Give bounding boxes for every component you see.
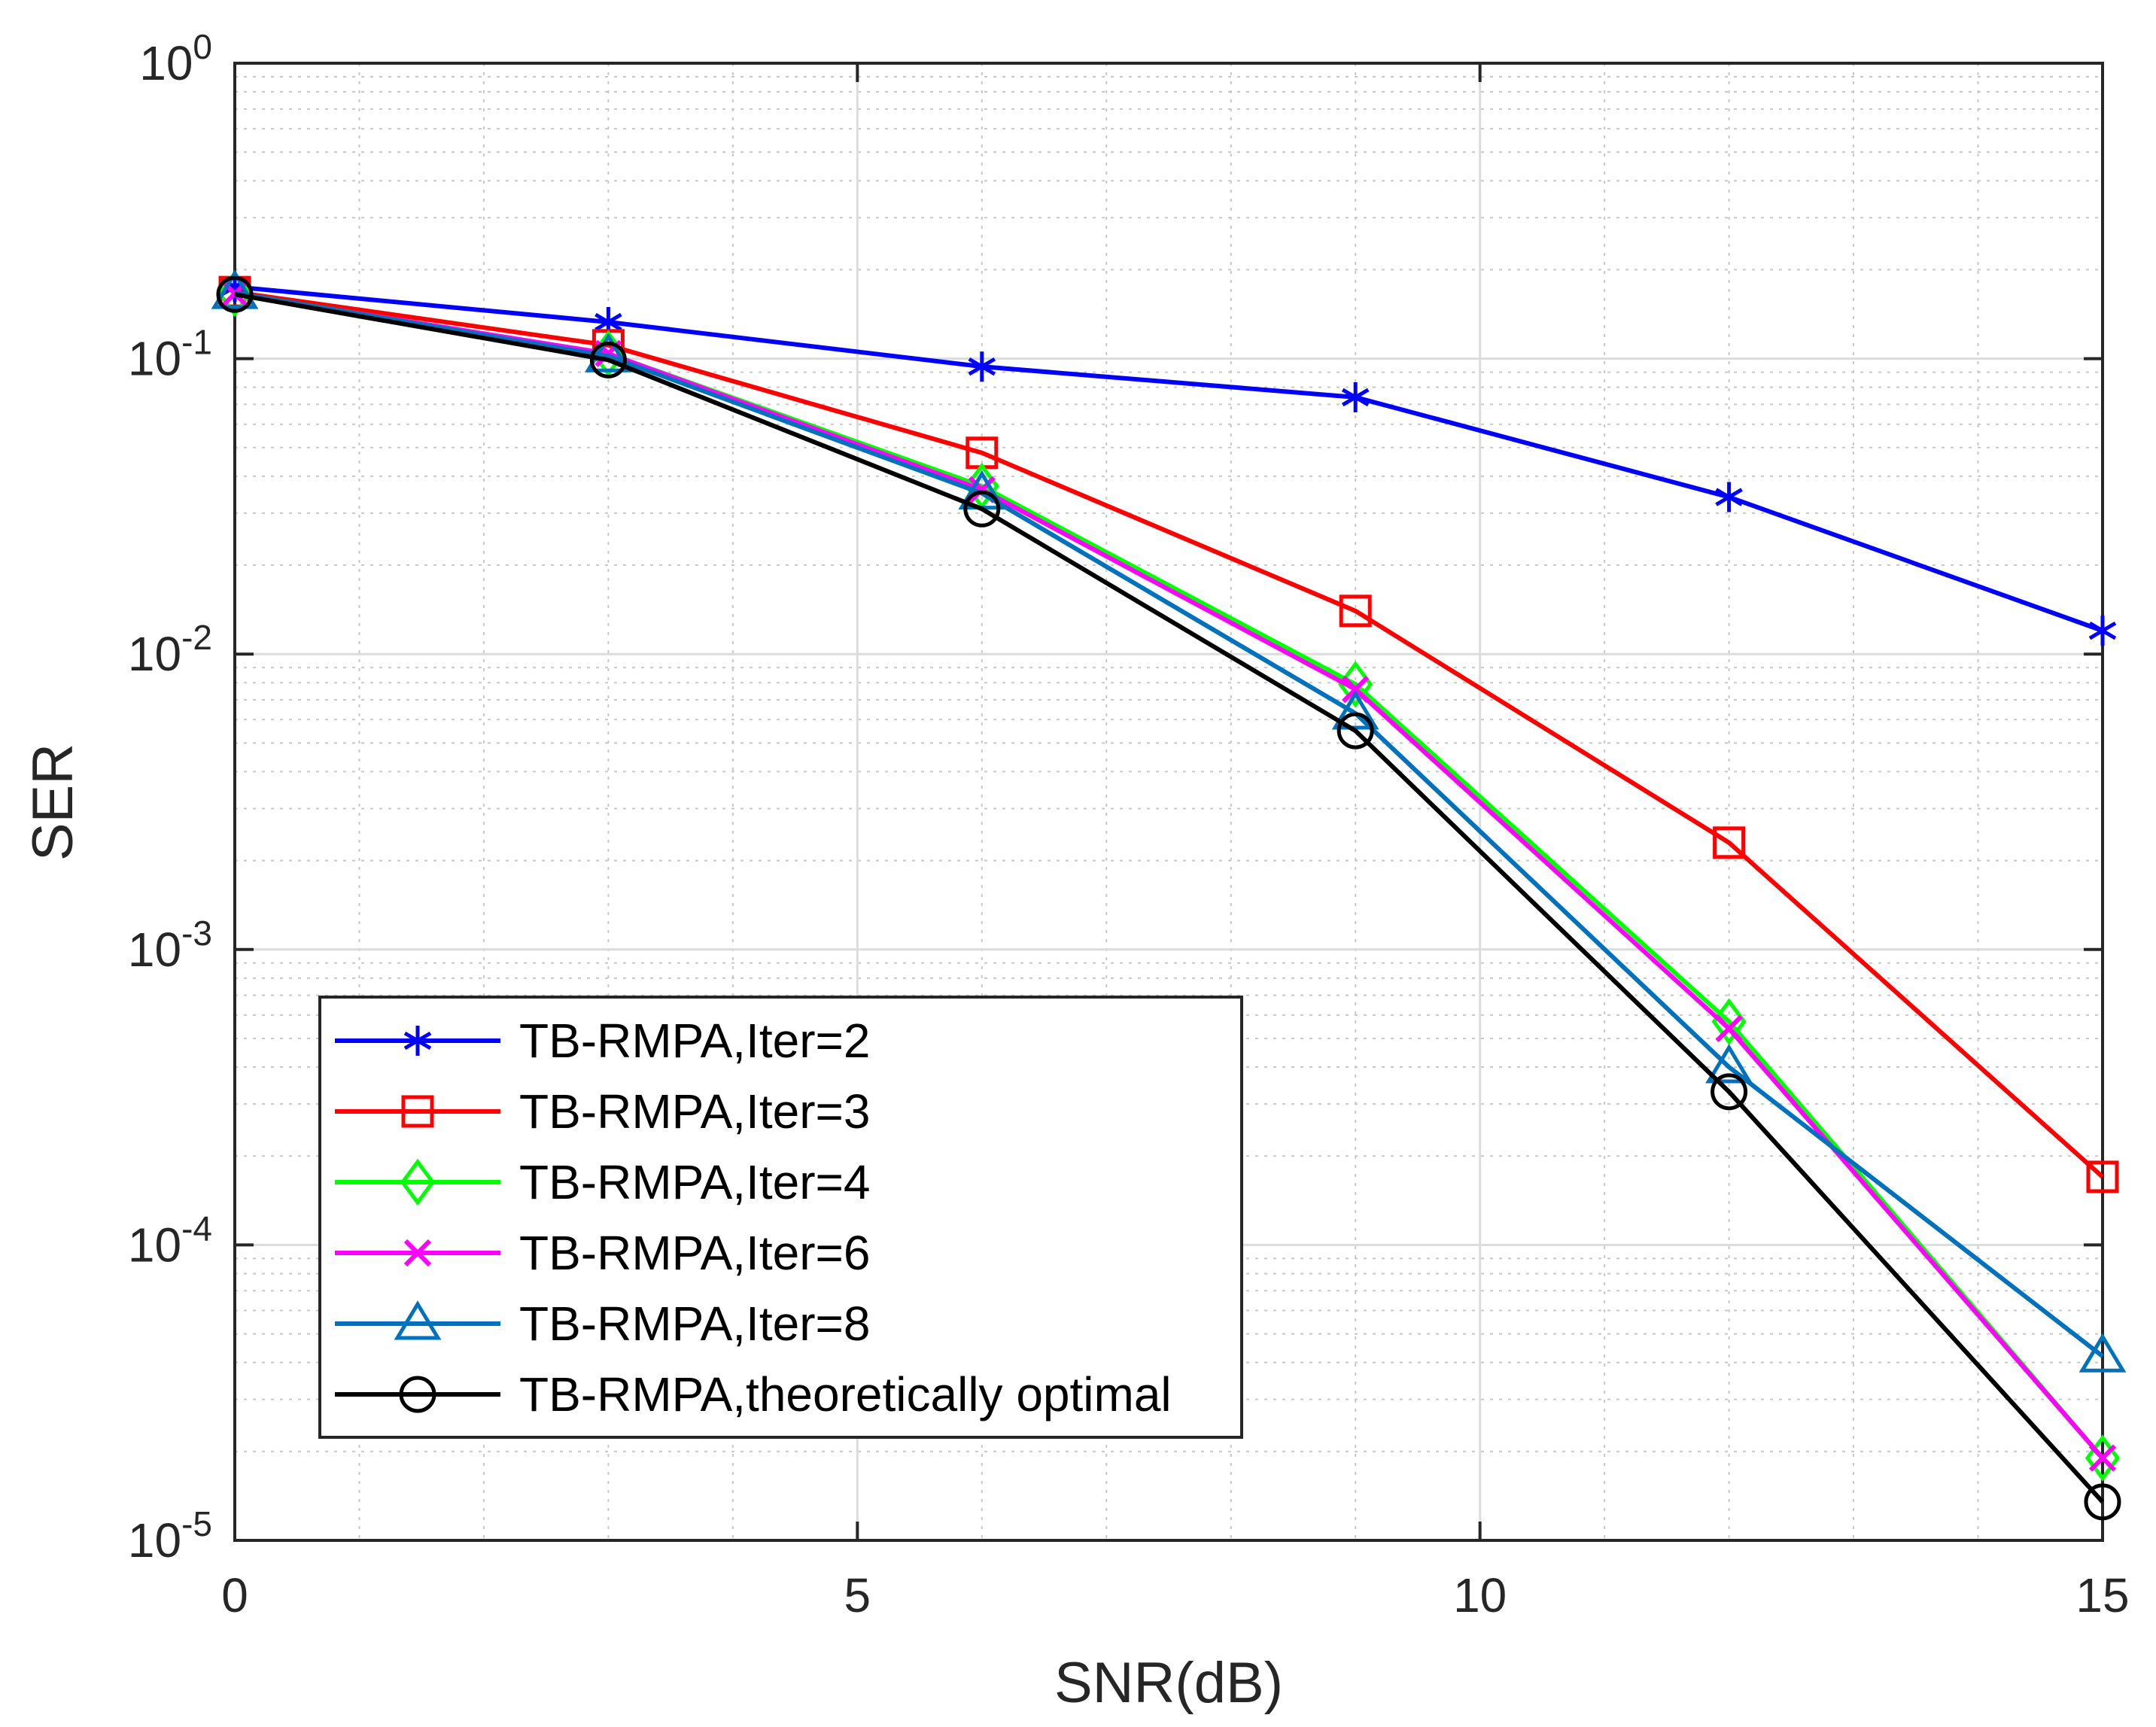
- series-line: [234, 292, 2105, 1504]
- legend-marker: [403, 1239, 432, 1267]
- data-point-triangle: [1331, 690, 1379, 730]
- data-point-triangle: [584, 333, 632, 372]
- data-point-triangle: [2078, 1333, 2127, 1373]
- legend-label: TB-RMPA,Iter=3: [519, 1084, 870, 1139]
- data-point-circle: [216, 275, 254, 313]
- data-point-triangle: [211, 269, 259, 309]
- data-point-asterisk: [1715, 482, 1743, 512]
- legend-marker: [399, 1376, 436, 1413]
- legend-label: TB-RMPA,Iter=8: [519, 1297, 870, 1351]
- legend-label: TB-RMPA,Iter=6: [519, 1226, 870, 1280]
- legend-box: [318, 996, 1243, 1439]
- data-point-asterisk: [1341, 382, 1370, 412]
- series-layer: [211, 269, 2127, 1521]
- data-point-circle: [963, 490, 1001, 528]
- legend-entry: TB-RMPA,Iter=2: [335, 1014, 870, 1068]
- legend-entry: TB-RMPA,Iter=6: [335, 1226, 870, 1280]
- data-point-diamond: [1711, 998, 1747, 1045]
- legend-entry: TB-RMPA,Iter=4: [335, 1155, 870, 1209]
- data-point-square: [2086, 1160, 2119, 1193]
- series-0: [220, 272, 2117, 646]
- data-point-circle: [1336, 712, 1374, 749]
- y-tick-labels: 100 10-1 10-2 10-3 10-4 10-5: [128, 27, 212, 1567]
- legend-marker: [401, 1095, 434, 1128]
- plot-area-frame: [233, 62, 2104, 1542]
- x-tick-label: 15: [2075, 1568, 2129, 1622]
- x-tick-label: 10: [1453, 1568, 1507, 1622]
- data-point-circle: [1711, 1073, 1748, 1111]
- data-point-asterisk: [2088, 616, 2117, 646]
- y-tick-label: 10-4: [128, 1209, 212, 1272]
- data-point-circle: [2084, 1483, 2121, 1521]
- legend-entry: TB-RMPA,Iter=3: [335, 1084, 870, 1139]
- data-point-circle: [589, 341, 627, 379]
- x-tick-label: 5: [844, 1568, 871, 1622]
- y-tick-label: 10-5: [128, 1504, 212, 1567]
- legend-marker: [400, 1158, 436, 1206]
- series-line: [234, 290, 2105, 1179]
- data-point-square: [1713, 826, 1746, 859]
- y-tick-label: 10-1: [128, 323, 212, 386]
- legend-marker: [394, 1300, 442, 1340]
- legend: TB-RMPA,Iter=2 TB-RMPA,Iter=3 TB-RMPA,Iter…: [318, 996, 1243, 1439]
- y-tick-label: 10-3: [128, 914, 212, 977]
- series-line: [234, 284, 2104, 633]
- series-5: [216, 275, 2121, 1521]
- data-point-triangle: [1705, 1044, 1753, 1084]
- data-point-x: [2088, 1444, 2117, 1472]
- legend-entry: TB-RMPA,Iter=8: [335, 1297, 870, 1351]
- legend-entry: TB-RMPA,theoretically optimal: [335, 1367, 1172, 1421]
- data-point-square: [1339, 594, 1372, 628]
- data-point-diamond: [2085, 1434, 2121, 1482]
- data-point-asterisk: [968, 351, 996, 382]
- x-tick-label: 0: [221, 1568, 248, 1622]
- series-line: [234, 290, 2104, 1358]
- series-4: [211, 269, 2127, 1373]
- y-tick-label: 100: [139, 27, 212, 90]
- legend-label: TB-RMPA,Iter=4: [519, 1155, 870, 1209]
- x-axis-title: SNR(dB): [1054, 1651, 1283, 1715]
- legend-marker: [403, 1026, 432, 1056]
- legend-label: TB-RMPA,Iter=2: [519, 1014, 870, 1068]
- axis-ticks: [233, 62, 2104, 1542]
- data-point-x: [1715, 1014, 1743, 1042]
- x-tick-labels: 0 5 10 15: [221, 1568, 2129, 1622]
- y-tick-label: 10-2: [128, 618, 212, 681]
- data-point-x: [1342, 675, 1370, 704]
- legend-label: TB-RMPA,theoretically optimal: [519, 1367, 1172, 1421]
- y-axis-title: SER: [21, 743, 85, 861]
